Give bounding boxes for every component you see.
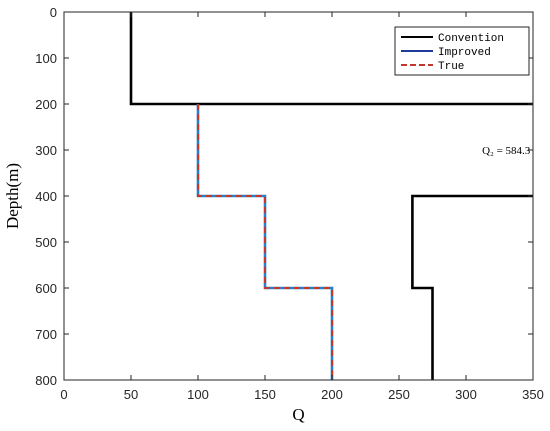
y-tick-label: 400 (35, 189, 57, 204)
y-tick-label: 600 (35, 281, 57, 296)
y-tick-label: 300 (35, 143, 57, 158)
x-axis-title: Q (292, 405, 304, 424)
series-line-convention-0 (129, 12, 533, 106)
series-line-convention-1 (411, 194, 533, 380)
y-tick-label: 500 (35, 235, 57, 250)
x-tick-label: 100 (187, 387, 209, 402)
x-tick-label: 350 (522, 387, 544, 402)
plot-area (129, 12, 533, 380)
legend-label-improved: Improved (438, 47, 491, 59)
x-tick-label: 200 (321, 387, 343, 402)
y-tick-label: 0 (50, 5, 57, 20)
legend-label-true: True (438, 61, 464, 73)
x-tick-label: 250 (388, 387, 410, 402)
x-tick-label: 150 (254, 387, 276, 402)
x-tick-label: 0 (60, 387, 67, 402)
y-tick-label: 200 (35, 97, 57, 112)
annotation-label: Q₂ = 584.3 (482, 145, 531, 157)
x-tick-label: 50 (124, 387, 138, 402)
series-group (129, 12, 533, 380)
y-tick-label: 700 (35, 327, 57, 342)
x-tick-label: 300 (455, 387, 477, 402)
annotations: Q₂ = 584.3 (482, 145, 531, 157)
y-tick-label: 800 (35, 373, 57, 388)
series-line-true-3 (197, 104, 333, 380)
y-axis-title: Depth(m) (3, 163, 22, 229)
legend: Convention Improved True (394, 26, 530, 76)
legend-label-convention: Convention (438, 33, 504, 45)
y-tick-label: 100 (35, 51, 57, 66)
axes: 0 50 100 150 200 250 300 350 0 100 200 300 400 500 600… (35, 5, 544, 402)
